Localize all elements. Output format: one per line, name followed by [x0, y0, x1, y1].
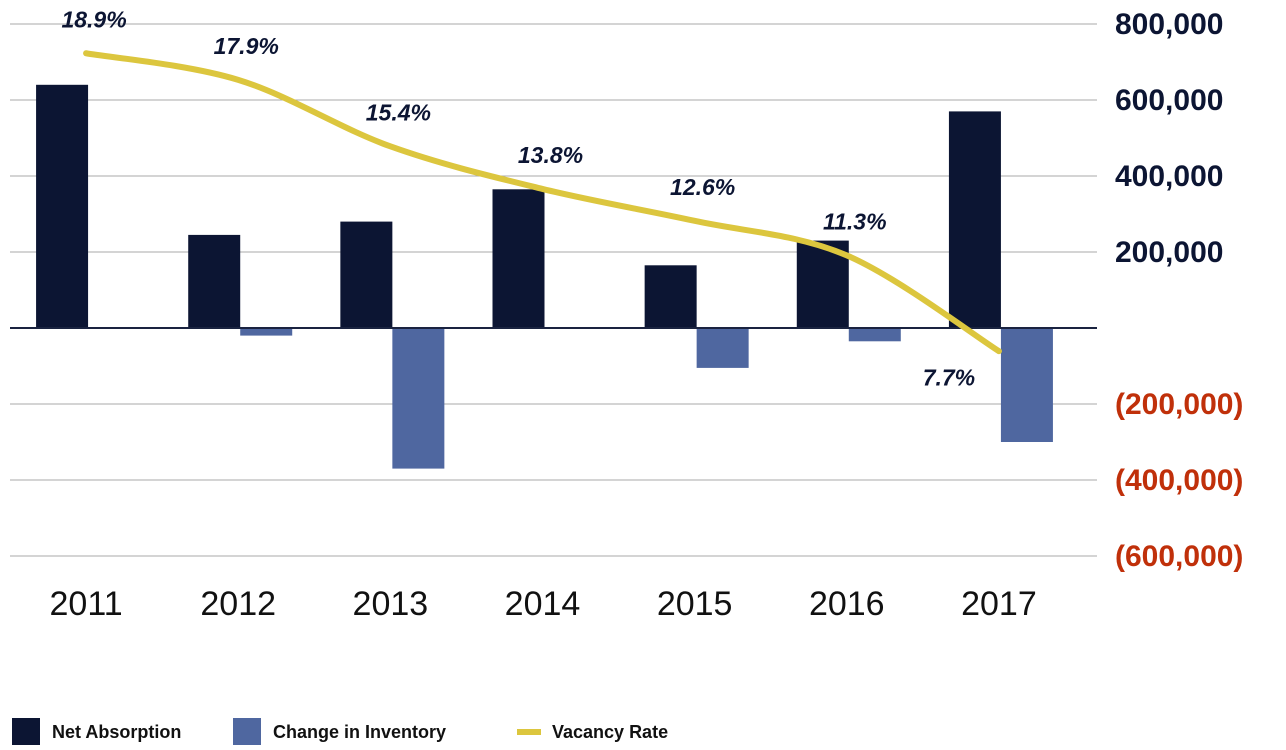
y-tick-label: (200,000) — [1115, 388, 1243, 421]
bar — [188, 234, 241, 328]
y-tick-label: 400,000 — [1115, 160, 1223, 193]
legend-swatch — [12, 718, 40, 746]
x-tick-label: 2017 — [961, 585, 1037, 623]
legend-label: Net Absorption — [52, 722, 181, 742]
bar — [644, 265, 697, 328]
legend-label: Vacancy Rate — [552, 722, 668, 742]
bar — [392, 328, 445, 469]
bar — [492, 189, 545, 328]
data-label: 15.4% — [366, 99, 431, 125]
data-label: 7.7% — [923, 364, 975, 390]
y-tick-label: 200,000 — [1115, 236, 1223, 269]
bar — [240, 328, 293, 336]
data-label: 12.6% — [670, 174, 735, 200]
x-tick-label: 2011 — [50, 585, 123, 623]
bar — [696, 328, 749, 368]
data-label: 18.9% — [61, 6, 126, 32]
bar — [948, 111, 1001, 329]
line — [83, 50, 1002, 355]
data-label: 17.9% — [214, 33, 279, 59]
bar — [36, 84, 89, 328]
x-tick-label: 2013 — [353, 585, 429, 623]
legend-swatch — [233, 718, 261, 746]
x-tick-label: 2016 — [809, 585, 885, 623]
x-tick-label: 2015 — [657, 585, 733, 623]
x-tick-label: 2012 — [200, 585, 276, 623]
legend-label: Change in Inventory — [273, 722, 446, 742]
data-label: 11.3% — [823, 208, 887, 234]
x-tick-label: 2014 — [505, 585, 581, 623]
bar — [340, 221, 393, 328]
y-tick-label: 600,000 — [1115, 84, 1223, 117]
y-tick-label: 800,000 — [1115, 8, 1223, 41]
bar — [1000, 328, 1053, 442]
y-tick-label: (400,000) — [1115, 464, 1243, 497]
bar — [848, 328, 901, 342]
y-tick-label: (600,000) — [1115, 540, 1243, 573]
data-label: 13.8% — [518, 142, 583, 168]
legend-swatch — [517, 729, 541, 735]
